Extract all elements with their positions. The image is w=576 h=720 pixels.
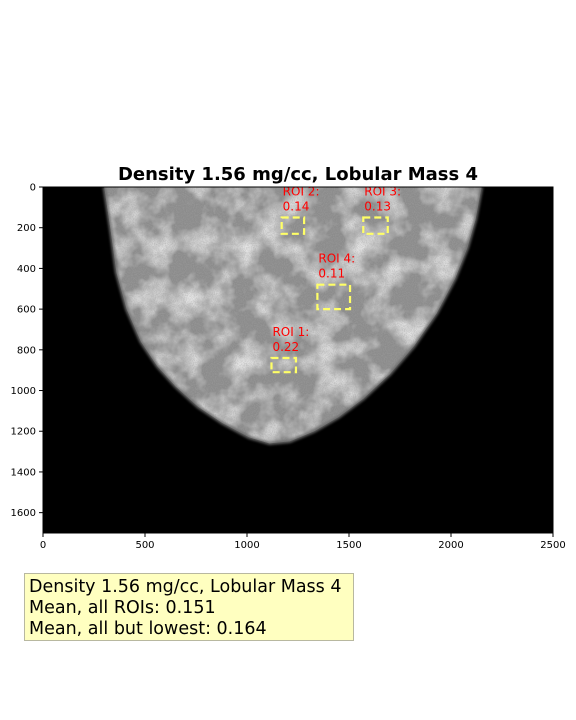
roi-3-value: 0.13 xyxy=(364,200,391,214)
y-tick-label: 1600 xyxy=(11,508,36,519)
x-tick-label: 500 xyxy=(135,540,154,551)
roi-2-box xyxy=(280,216,306,235)
roi-3-box xyxy=(362,216,389,235)
x-tick-label: 1500 xyxy=(336,540,361,551)
breast-tissue-region xyxy=(104,187,482,444)
roi-1-box xyxy=(270,356,298,374)
tissue-edge xyxy=(102,187,484,445)
y-tick-label: 200 xyxy=(17,223,36,234)
x-tick-label: 2000 xyxy=(438,540,463,551)
image-area xyxy=(43,187,553,533)
y-tick-label: 1400 xyxy=(11,467,36,478)
roi-1-value: 0.22 xyxy=(272,340,299,354)
roi-4-label: ROI 4: xyxy=(318,252,355,266)
roi-1-label: ROI 1: xyxy=(272,325,309,339)
y-tick-label: 1200 xyxy=(11,427,36,438)
y-axis: 0 200 400 600 800 1000 1200 1400 1600 xyxy=(11,183,43,519)
y-tick-label: 400 xyxy=(17,264,36,275)
y-tick-label: 600 xyxy=(17,305,36,316)
summary-line-title: Density 1.56 mg/cc, Lobular Mass 4 xyxy=(29,577,342,597)
x-axis: 0 500 1000 1500 2000 2500 xyxy=(40,533,566,551)
axes-frame xyxy=(42,186,554,534)
roi-4-box xyxy=(316,283,352,311)
summary-box: Density 1.56 mg/cc, Lobular Mass 4 Mean,… xyxy=(24,573,354,641)
x-tick-label: 1000 xyxy=(234,540,259,551)
roi-layer: ROI 1:0.22 ROI 2:0.14 ROI 3:0.13 ROI 4:0.11 xyxy=(270,185,401,374)
chart-title: Density 1.56 mg/cc, Lobular Mass 4 xyxy=(117,164,479,185)
summary-line-mean-but-lowest: Mean, all but lowest: 0.164 xyxy=(29,619,267,639)
x-tick-label: 0 xyxy=(40,540,46,551)
summary-line-mean-all: Mean, all ROIs: 0.151 xyxy=(29,598,216,618)
x-tick-label: 2500 xyxy=(540,540,565,551)
roi-3-label: ROI 3: xyxy=(364,185,401,199)
y-tick-label: 0 xyxy=(30,183,36,194)
roi-4-value: 0.11 xyxy=(318,267,345,281)
roi-2-value: 0.14 xyxy=(283,200,310,214)
y-tick-label: 1000 xyxy=(11,386,36,397)
y-tick-label: 800 xyxy=(17,345,36,356)
roi-2-label: ROI 2: xyxy=(283,185,320,199)
